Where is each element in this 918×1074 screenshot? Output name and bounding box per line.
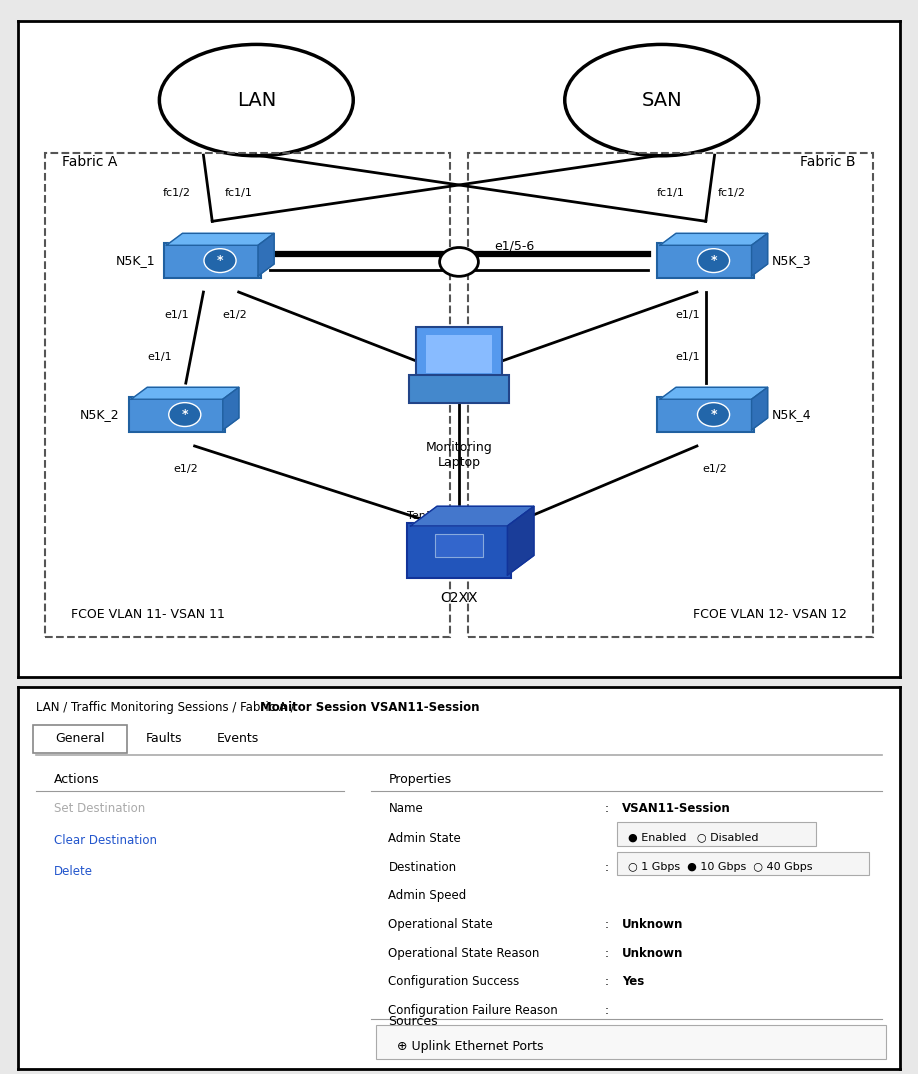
Text: ● Enabled   ○ Disabled: ● Enabled ○ Disabled: [628, 832, 758, 842]
FancyBboxPatch shape: [657, 244, 755, 278]
Text: Monitor Session VSAN11-Session: Monitor Session VSAN11-Session: [260, 700, 479, 714]
FancyBboxPatch shape: [409, 375, 509, 403]
Text: :: :: [604, 801, 609, 815]
Text: e1/1: e1/1: [164, 309, 189, 320]
FancyBboxPatch shape: [426, 335, 492, 374]
Text: *: *: [182, 408, 188, 421]
Polygon shape: [508, 506, 534, 575]
Text: :: :: [604, 975, 609, 988]
Text: N5K_3: N5K_3: [772, 255, 812, 267]
Text: LAN: LAN: [237, 90, 276, 110]
Text: Operational State Reason: Operational State Reason: [388, 946, 540, 960]
Circle shape: [698, 249, 730, 273]
Polygon shape: [660, 233, 767, 245]
Text: e1/2: e1/2: [702, 464, 727, 474]
Text: Operational State: Operational State: [388, 918, 493, 931]
Text: *: *: [217, 255, 223, 267]
Text: ⊕ Uplink Ethernet Ports: ⊕ Uplink Ethernet Ports: [397, 1040, 543, 1053]
Circle shape: [440, 247, 478, 276]
Text: LAN / Traffic Monitoring Sessions / Fabric A /: LAN / Traffic Monitoring Sessions / Fabr…: [36, 700, 298, 714]
Text: SAN: SAN: [642, 90, 682, 110]
Text: Configuration Failure Reason: Configuration Failure Reason: [388, 1004, 558, 1017]
Text: fc1/2: fc1/2: [163, 188, 191, 199]
Text: Set Destination: Set Destination: [53, 801, 145, 815]
Circle shape: [698, 403, 730, 426]
Text: Unknown: Unknown: [622, 918, 683, 931]
Text: e1/1: e1/1: [147, 352, 172, 362]
Text: Yes: Yes: [622, 975, 644, 988]
Text: N5K_4: N5K_4: [772, 408, 812, 421]
Text: e1/2: e1/2: [174, 464, 198, 474]
Text: N5K_1: N5K_1: [116, 255, 155, 267]
FancyBboxPatch shape: [435, 535, 483, 556]
Text: Sources: Sources: [388, 1015, 438, 1028]
Polygon shape: [410, 506, 534, 526]
Text: Destination: Destination: [388, 861, 456, 874]
Text: e1/1: e1/1: [676, 352, 700, 362]
Text: *: *: [711, 408, 717, 421]
FancyBboxPatch shape: [657, 397, 755, 432]
Text: Admin Speed: Admin Speed: [388, 889, 466, 902]
Text: e1/2: e1/2: [222, 309, 247, 320]
Text: Clear Destination: Clear Destination: [53, 834, 157, 847]
Text: General: General: [55, 731, 105, 744]
Text: :: :: [604, 861, 609, 874]
Text: e1/1: e1/1: [676, 309, 700, 320]
Text: Monitoring
Laptop: Monitoring Laptop: [426, 440, 492, 468]
Polygon shape: [258, 233, 274, 276]
FancyBboxPatch shape: [376, 1026, 886, 1059]
Text: fc1/1: fc1/1: [225, 188, 252, 199]
Text: N5K_2: N5K_2: [80, 408, 119, 421]
Text: Configuration Success: Configuration Success: [388, 975, 520, 988]
Text: *: *: [711, 255, 717, 267]
Text: Properties: Properties: [388, 773, 452, 786]
Text: FCOE VLAN 12- VSAN 12: FCOE VLAN 12- VSAN 12: [693, 608, 846, 621]
Text: Ten0: Ten0: [503, 511, 529, 521]
Text: fc1/1: fc1/1: [656, 188, 685, 199]
Polygon shape: [752, 388, 767, 430]
Text: Ten1: Ten1: [407, 511, 432, 521]
FancyBboxPatch shape: [129, 397, 226, 432]
Text: Actions: Actions: [53, 773, 99, 786]
Text: Faults: Faults: [146, 731, 183, 744]
Text: FCOE VLAN 11- VSAN 11: FCOE VLAN 11- VSAN 11: [72, 608, 225, 621]
Polygon shape: [223, 388, 239, 430]
Text: e1/5-6: e1/5-6: [494, 240, 534, 252]
Text: VSAN11-Session: VSAN11-Session: [622, 801, 731, 815]
Text: fc1/2: fc1/2: [718, 188, 746, 199]
Polygon shape: [131, 388, 239, 400]
Polygon shape: [166, 233, 274, 245]
Text: Admin State: Admin State: [388, 832, 461, 845]
Text: Name: Name: [388, 801, 423, 815]
Text: Events: Events: [217, 731, 259, 744]
Text: Fabric A: Fabric A: [62, 155, 118, 169]
Text: ○ 1 Gbps  ● 10 Gbps  ○ 40 Gbps: ○ 1 Gbps ● 10 Gbps ○ 40 Gbps: [628, 862, 812, 872]
Text: Unknown: Unknown: [622, 946, 683, 960]
Circle shape: [204, 249, 236, 273]
Text: Delete: Delete: [53, 865, 93, 877]
FancyBboxPatch shape: [33, 725, 127, 753]
FancyBboxPatch shape: [416, 326, 502, 381]
Polygon shape: [752, 233, 767, 276]
FancyBboxPatch shape: [617, 822, 816, 846]
FancyBboxPatch shape: [617, 852, 868, 875]
Text: :: :: [604, 1004, 609, 1017]
FancyBboxPatch shape: [407, 523, 511, 578]
Text: :: :: [604, 918, 609, 931]
FancyBboxPatch shape: [163, 244, 261, 278]
Text: C2XX: C2XX: [441, 592, 477, 606]
Polygon shape: [660, 388, 767, 400]
Circle shape: [169, 403, 201, 426]
Text: Fabric B: Fabric B: [800, 155, 856, 169]
Text: :: :: [604, 946, 609, 960]
